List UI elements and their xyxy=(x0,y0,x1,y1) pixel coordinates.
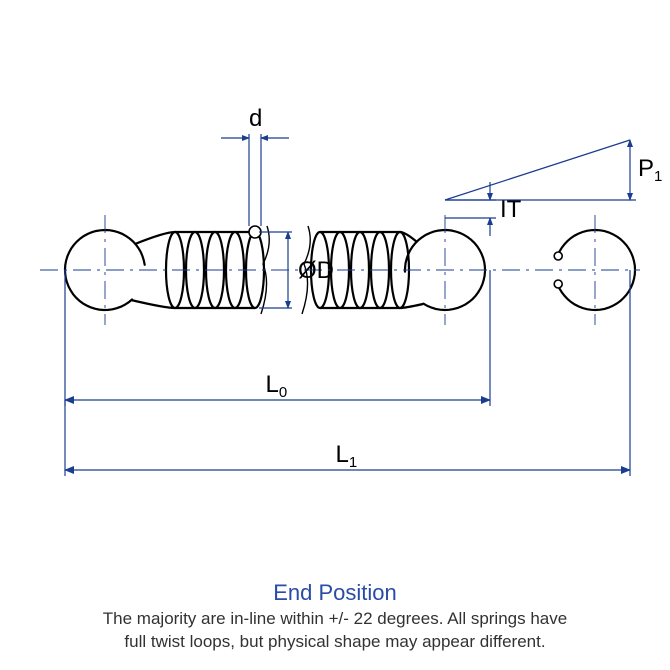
label-L1: L1 xyxy=(336,441,358,471)
label-L0: L0 xyxy=(266,371,288,401)
caption-line2: full twist loops, but physical shape may… xyxy=(124,632,545,651)
label-d: d xyxy=(249,105,262,132)
caption-body: The majority are in-line within +/- 22 d… xyxy=(0,608,670,654)
label-P1: P1 xyxy=(638,155,662,185)
label-IT: IT xyxy=(500,196,522,223)
label-D: ØD xyxy=(298,257,334,284)
caption-line1: The majority are in-line within +/- 22 d… xyxy=(103,609,567,628)
caption-title: End Position xyxy=(0,580,670,606)
spring-diagram: d ØD L0 L1 IT P1 xyxy=(0,0,670,670)
